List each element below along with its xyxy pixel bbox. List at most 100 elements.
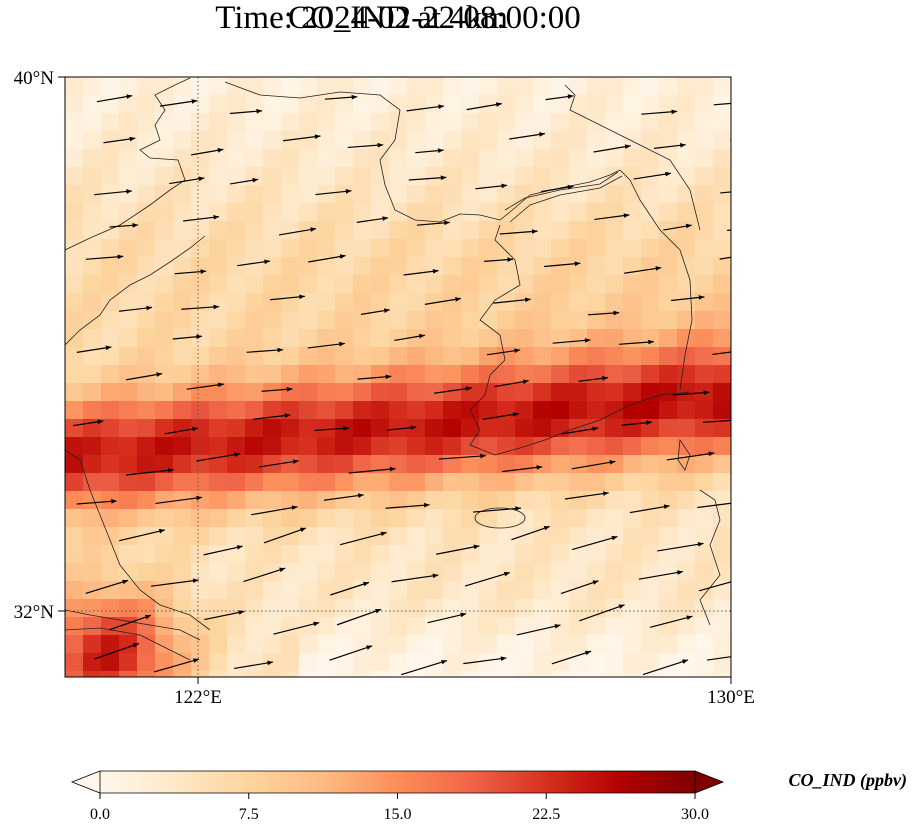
wind-vector: [273, 621, 320, 635]
field-cell: [695, 293, 714, 312]
field-cell: [659, 383, 678, 402]
field-cell: [65, 347, 84, 366]
field-cell: [101, 527, 120, 546]
field-cell: [299, 329, 318, 348]
field-cell: [695, 239, 714, 258]
field-cell: [641, 185, 660, 204]
field-cell: [119, 185, 138, 204]
field-cell: [479, 419, 498, 438]
field-cell: [101, 671, 120, 677]
wind-vector: [438, 455, 486, 460]
field-cell: [371, 671, 390, 677]
field-cell: [83, 185, 102, 204]
field-cell: [407, 653, 426, 672]
field-cell: [335, 95, 354, 114]
field-cell: [173, 527, 192, 546]
field-cell: [245, 509, 264, 528]
wind-vector: [749, 471, 793, 475]
field-cell: [317, 383, 336, 402]
field-cell: [353, 509, 372, 528]
field-cell: [623, 509, 642, 528]
field-cell: [155, 545, 174, 564]
field-cell: [299, 383, 318, 402]
wind-vector-head: [129, 136, 136, 142]
field-cell: [209, 653, 228, 672]
wind-vector: [204, 610, 245, 621]
field-cell: [209, 401, 228, 420]
field-cell: [389, 671, 408, 677]
field-cell: [137, 545, 156, 564]
field-cell: [245, 239, 264, 258]
field-cell: [371, 581, 390, 600]
field-cell: [317, 293, 336, 312]
field-cell: [551, 383, 570, 402]
wind-vector: [76, 500, 117, 505]
field-cell: [209, 365, 228, 384]
field-cell: [533, 131, 552, 150]
field-cell: [479, 185, 498, 204]
wind-vector-head: [196, 495, 203, 501]
field-cell: [713, 401, 731, 420]
field-cell: [227, 491, 246, 510]
field-cell: [317, 617, 336, 636]
wind-vector-head: [192, 426, 199, 432]
wind-vector: [196, 453, 241, 462]
field-cell: [155, 95, 174, 114]
field-cell: [641, 437, 660, 456]
field-cell: [623, 635, 642, 654]
field-cell: [623, 203, 642, 222]
field-cell: [155, 671, 174, 677]
field-cell: [119, 149, 138, 168]
wind-vector-head: [418, 333, 425, 339]
wind-vector: [713, 102, 731, 106]
wind-vector-head: [763, 300, 769, 305]
field-cell: [101, 455, 120, 474]
field-cell: [65, 509, 84, 528]
field-cell: [443, 167, 462, 186]
field-cell: [101, 365, 120, 384]
field-cell: [389, 347, 408, 366]
wind-vector: [434, 387, 472, 394]
field-cell: [227, 581, 246, 600]
field-cell: [659, 167, 678, 186]
colorbar-tick-label: 30.0: [681, 806, 709, 823]
field-cell: [245, 401, 264, 420]
field-cell: [191, 509, 210, 528]
wind-vector: [357, 375, 392, 380]
wind-vector: [183, 216, 220, 222]
field-cell: [533, 671, 552, 677]
field-cell: [713, 275, 731, 294]
field-cell: [353, 365, 372, 384]
field-cell: [335, 509, 354, 528]
field-cell: [245, 383, 264, 402]
field-cell: [263, 293, 282, 312]
field-cell: [335, 635, 354, 654]
field-cell: [407, 419, 426, 438]
wind-vector-head: [787, 469, 793, 474]
field-cell: [65, 293, 84, 312]
field-cell: [479, 95, 498, 114]
field-cell: [83, 599, 102, 618]
field-cell: [65, 203, 84, 222]
field-cell: [605, 401, 624, 420]
field-cell: [569, 599, 588, 618]
field-cell: [65, 167, 84, 186]
field-cell: [479, 221, 498, 240]
field-cell: [317, 311, 336, 330]
field-cell: [353, 419, 372, 438]
field-cell: [605, 491, 624, 510]
field-cell: [443, 527, 462, 546]
field-cell: [101, 545, 120, 564]
field-cell: [191, 455, 210, 474]
wind-vector: [624, 267, 662, 274]
field-cell: [155, 599, 174, 618]
field-cell: [317, 185, 336, 204]
field-cell: [677, 401, 696, 420]
field-cell: [497, 437, 516, 456]
wind-vector-head: [655, 266, 662, 271]
field-cell: [155, 653, 174, 672]
wind-vector-head: [698, 295, 705, 300]
field-cell: [533, 95, 552, 114]
field-cell: [551, 77, 570, 96]
field-cell: [713, 131, 731, 150]
